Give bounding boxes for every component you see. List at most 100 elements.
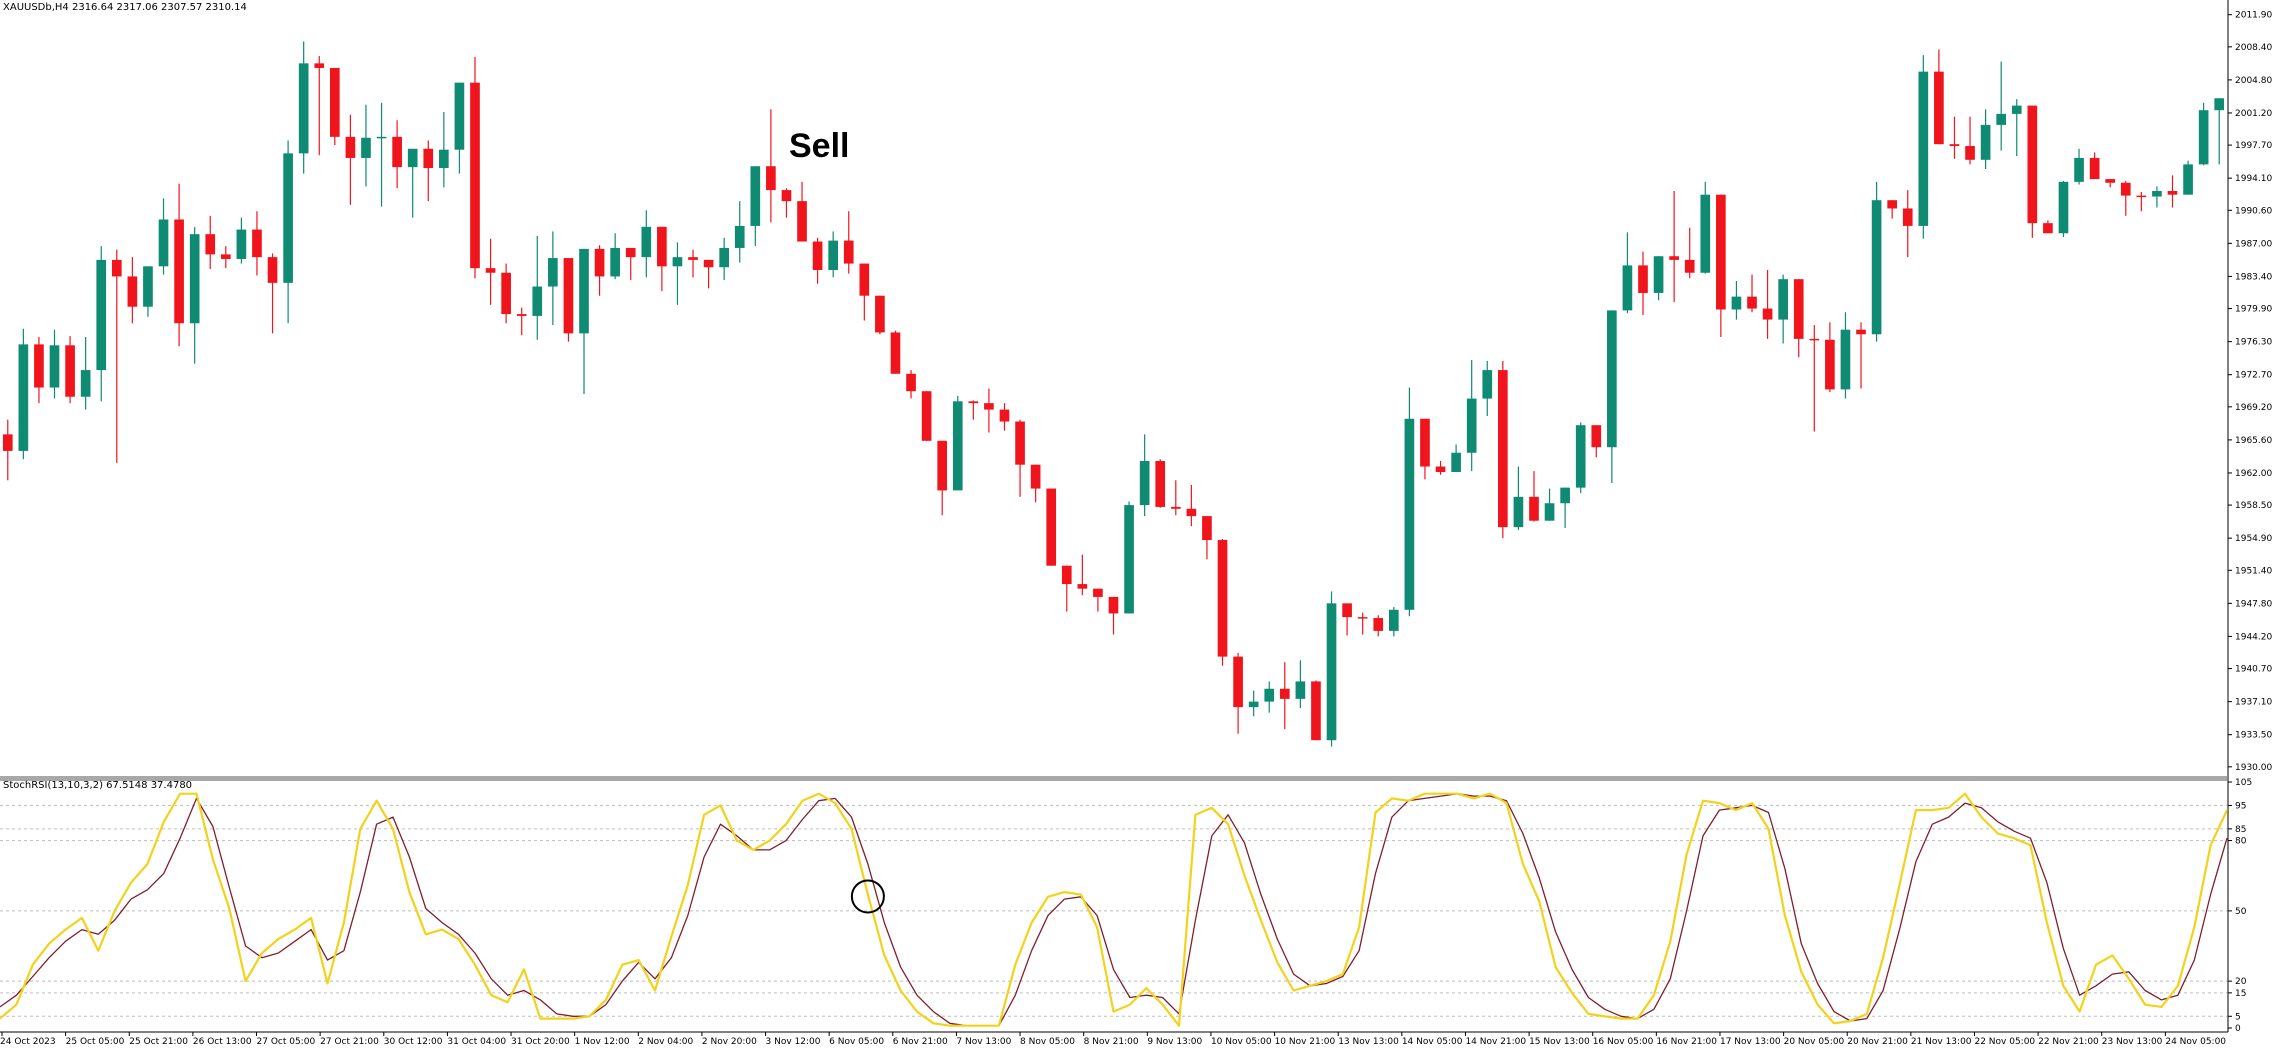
candle-body xyxy=(984,403,994,410)
candle xyxy=(1669,191,1679,303)
candle-body xyxy=(1155,461,1166,507)
candle-body xyxy=(143,266,153,307)
candle xyxy=(252,211,262,276)
candle-body xyxy=(1279,688,1290,699)
time-tick-label: 24 Oct 2023 xyxy=(0,1037,56,1046)
candle-body xyxy=(267,257,278,283)
candle xyxy=(1295,660,1306,709)
candle-body xyxy=(1217,539,1228,657)
candle-body xyxy=(781,190,792,202)
time-tick-label: 31 Oct 04:00 xyxy=(447,1037,506,1046)
candle-body xyxy=(330,67,340,137)
candle xyxy=(1653,256,1664,301)
candle xyxy=(734,201,745,263)
candle-body xyxy=(548,258,558,287)
candle-body xyxy=(657,226,667,267)
candle xyxy=(812,237,823,284)
sell-annotation: Sell xyxy=(789,127,850,165)
candle xyxy=(18,328,29,460)
price-tick-label: 1990.60 xyxy=(2235,206,2272,216)
candle-body xyxy=(65,345,75,397)
candle-body xyxy=(1342,603,1352,618)
candle xyxy=(1451,444,1461,473)
candle-body xyxy=(454,82,465,150)
candle xyxy=(797,181,807,242)
candle xyxy=(423,140,434,202)
candle-body xyxy=(1311,681,1321,741)
candle-body xyxy=(2058,181,2069,234)
candle xyxy=(999,403,1010,431)
candle xyxy=(2043,220,2053,234)
candle-body xyxy=(641,226,652,258)
candle xyxy=(688,249,698,278)
candle xyxy=(1575,422,1586,494)
candle xyxy=(2120,180,2131,216)
candle xyxy=(594,245,605,296)
candle-body xyxy=(1716,194,1726,310)
indicator-tick-label: 105 xyxy=(2235,778,2252,788)
candle xyxy=(1902,190,1913,258)
time-tick-label: 10 Nov 05:00 xyxy=(1211,1037,1272,1046)
candle-body xyxy=(1856,329,1866,335)
candle xyxy=(516,307,527,336)
candle-body xyxy=(1357,617,1368,619)
candle xyxy=(127,257,138,324)
candle-body xyxy=(1700,194,1711,273)
candle-body xyxy=(906,373,916,392)
candle xyxy=(2027,105,2038,238)
candle xyxy=(1466,359,1477,472)
candle-body xyxy=(80,370,91,397)
candle xyxy=(1373,615,1384,637)
indicator-tick-label: 80 xyxy=(2235,837,2247,847)
candle-body xyxy=(1170,506,1181,509)
time-tick-label: 15 Nov 13:00 xyxy=(1529,1037,1590,1046)
price-tick-label: 1976.30 xyxy=(2235,338,2272,348)
time-tick-label: 17 Nov 13:00 xyxy=(1720,1037,1781,1046)
candle-body xyxy=(2183,164,2193,195)
candle-body xyxy=(1684,259,1695,273)
candle xyxy=(937,440,948,516)
candle xyxy=(2058,180,2069,237)
candle-body xyxy=(1731,296,1742,310)
candle xyxy=(454,82,465,174)
candle-body xyxy=(18,344,29,451)
candle xyxy=(1388,607,1399,637)
candle-body xyxy=(1887,200,1897,209)
candle xyxy=(548,231,558,326)
candle-body xyxy=(485,268,496,273)
time-tick-label: 8 Nov 21:00 xyxy=(1084,1037,1139,1046)
candle xyxy=(921,391,932,441)
candle-body xyxy=(1482,370,1493,399)
candle-body xyxy=(1373,618,1384,631)
candle-body xyxy=(1030,464,1041,489)
candle-body xyxy=(672,257,683,267)
candle xyxy=(1622,232,1633,314)
candle xyxy=(174,183,184,347)
candle-body xyxy=(1435,466,1446,473)
price-tick-label: 1969.20 xyxy=(2235,403,2272,413)
candle-body xyxy=(625,247,636,258)
time-tick-label: 10 Nov 21:00 xyxy=(1275,1037,1336,1046)
candle xyxy=(2214,98,2225,165)
price-tick-label: 1954.90 xyxy=(2235,534,2272,544)
candle-body xyxy=(1793,279,1804,339)
candle xyxy=(1793,279,1804,358)
candle-body xyxy=(734,225,745,248)
candle-body xyxy=(1591,425,1602,448)
candle-body xyxy=(2198,110,2209,165)
candle xyxy=(283,140,293,324)
time-tick-label: 14 Nov 05:00 xyxy=(1402,1037,1463,1046)
candle xyxy=(314,56,325,156)
candle-body xyxy=(470,82,480,269)
price-tick-label: 1951.40 xyxy=(2235,566,2272,576)
candle-body xyxy=(812,241,823,270)
candle xyxy=(1918,55,1929,239)
candle-body xyxy=(937,440,948,491)
time-tick-label: 22 Nov 05:00 xyxy=(1974,1037,2035,1046)
candle-body xyxy=(1560,487,1570,504)
candle-body xyxy=(111,259,122,277)
candle-body xyxy=(314,63,325,68)
candle xyxy=(1825,322,1835,393)
